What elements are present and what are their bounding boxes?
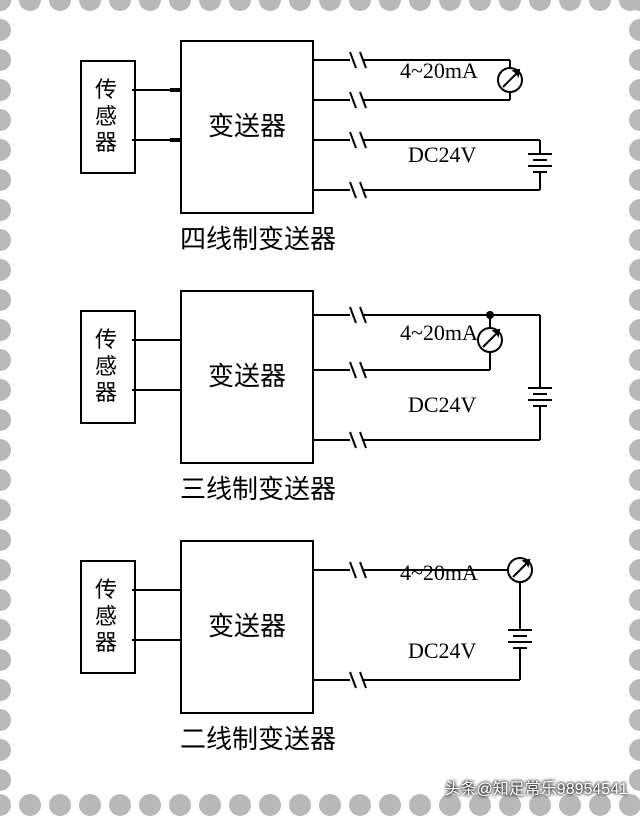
content-area: 传感器 变送器 4~20mA DC24V xyxy=(30,20,610,785)
wiring-four-wire xyxy=(30,20,610,250)
diagram-two-wire: 传感器 变送器 4~20mA DC24V xyxy=(30,520,610,750)
wiring-three-wire xyxy=(30,270,610,500)
diagram-four-wire: 传感器 变送器 4~20mA DC24V xyxy=(30,20,610,250)
caption-three-wire: 三线制变送器 xyxy=(180,469,440,506)
diagram-three-wire: 传感器 变送器 4~20mA DC24V xyxy=(30,270,610,500)
attribution-watermark: 头条@知足常乐98954541 xyxy=(445,775,628,799)
caption-two-wire: 二线制变送器 xyxy=(180,719,440,756)
caption-four-wire: 四线制变送器 xyxy=(180,219,440,256)
wiring-two-wire xyxy=(30,520,610,750)
